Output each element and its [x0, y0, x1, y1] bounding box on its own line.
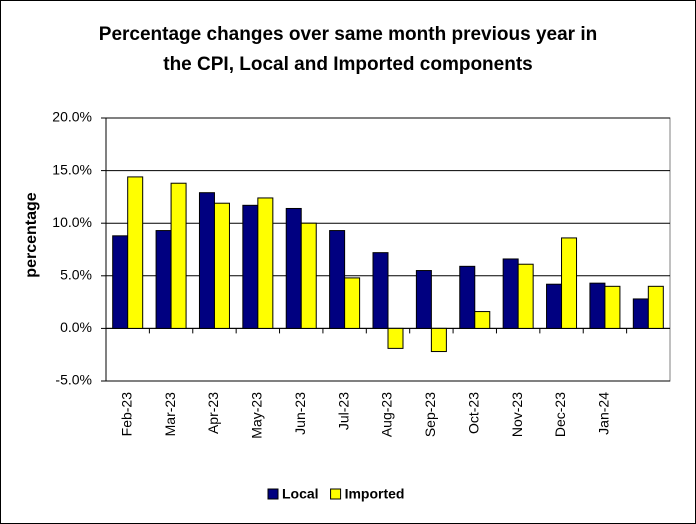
- bar: [344, 277, 361, 329]
- bar: [329, 230, 346, 329]
- bar: [372, 252, 389, 329]
- bar: [155, 230, 172, 329]
- x-tick-label: Jul-23: [335, 392, 351, 430]
- bar: [127, 176, 144, 329]
- y-tick-label: 15.0%: [52, 161, 92, 177]
- x-tick-label: Jun-23: [292, 392, 308, 435]
- x-tick-label: Aug-23: [379, 392, 395, 437]
- y-tick-label: 5.0%: [60, 267, 92, 283]
- x-tick-label: Nov-23: [509, 392, 525, 437]
- legend-label: Local: [282, 486, 319, 502]
- y-tick-label: -5.0%: [55, 372, 92, 388]
- x-tick-label: Sep-23: [422, 392, 438, 437]
- x-tick-label: Apr-23: [205, 392, 221, 434]
- bar: [474, 311, 491, 329]
- bar: [112, 235, 129, 329]
- bar: [647, 285, 664, 329]
- bar: [517, 263, 534, 329]
- legend-swatch: [267, 488, 279, 500]
- chart-title: Percentage changes over same month previ…: [98, 24, 598, 75]
- bar: [459, 265, 476, 329]
- y-tick-label: 0.0%: [60, 319, 92, 335]
- bar: [198, 192, 215, 329]
- x-tick-label: Mar-23: [162, 392, 178, 437]
- bar: [546, 283, 563, 329]
- bar: [285, 207, 302, 329]
- x-tick-label: Feb-23: [118, 392, 134, 437]
- bar: [589, 282, 606, 329]
- y-tick-label: 10.0%: [52, 214, 92, 230]
- bar: [632, 298, 649, 329]
- x-tick-label: Oct-23: [465, 392, 481, 434]
- legend-swatch: [330, 488, 342, 500]
- bar: [170, 182, 187, 329]
- bar: [561, 237, 578, 329]
- bar: [387, 327, 404, 349]
- bar: [415, 270, 432, 329]
- x-tick-label: Jan-24: [596, 392, 612, 435]
- bar: [430, 327, 447, 353]
- bar: [257, 197, 274, 329]
- bar: [502, 258, 519, 329]
- bar: [242, 204, 259, 329]
- legend-label: Imported: [345, 486, 405, 502]
- bar: [300, 222, 317, 329]
- y-axis-label: percentage: [23, 192, 40, 277]
- y-tick-label: 20.0%: [52, 109, 92, 125]
- x-tick-label: May-23: [249, 392, 265, 439]
- bar: [213, 202, 230, 329]
- bar: [604, 285, 621, 329]
- x-tick-label: Dec-23: [552, 392, 568, 437]
